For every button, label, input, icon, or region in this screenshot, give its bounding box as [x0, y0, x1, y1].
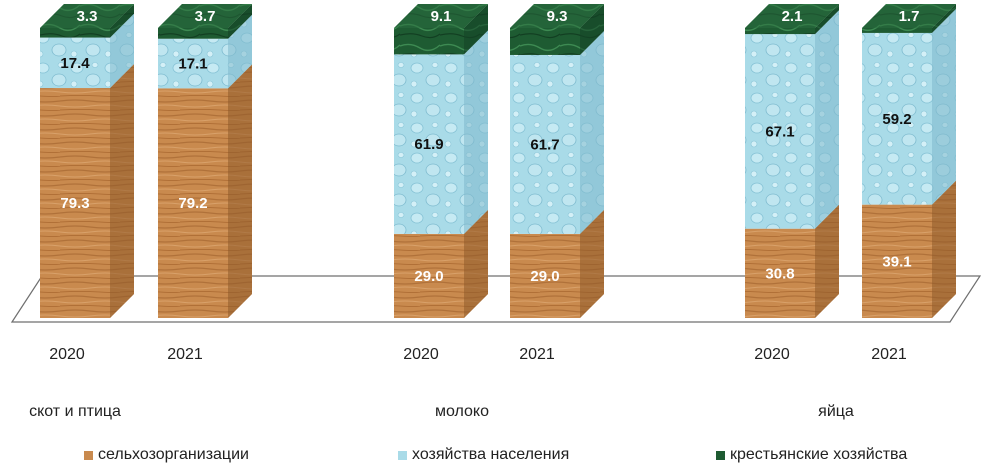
- bar-segment-side-texture: [932, 4, 956, 33]
- bar-segment-front: [510, 233, 580, 318]
- data-label: 59.2: [882, 111, 911, 128]
- bar-segment-side-texture: [228, 4, 252, 39]
- bar-segment-front: [745, 28, 815, 35]
- bar-segment-front: [158, 28, 228, 39]
- bar-segment-front: [40, 88, 110, 318]
- bar-segment-side-texture: [815, 10, 839, 229]
- stacked-bar: 39.1 59.2 1.7: [862, 4, 956, 318]
- data-label: 17.4: [60, 55, 90, 72]
- bar-segment-front: [745, 34, 815, 229]
- stacked-bar: 79.2 17.1 3.7: [158, 4, 252, 318]
- bar-top-face-texture: [40, 4, 134, 28]
- legend-swatch: [716, 450, 725, 460]
- legend-label: хозяйства населения: [412, 446, 570, 463]
- data-label: 67.1: [765, 123, 794, 140]
- bar-segment-front: [158, 88, 228, 318]
- data-label: 61.9: [414, 136, 443, 153]
- bar-segment-side-texture: [932, 180, 956, 318]
- data-label: 61.7: [530, 136, 559, 153]
- bar-segment-side-texture: [932, 8, 956, 205]
- data-label: 9.1: [431, 8, 452, 25]
- bar-segment-side-texture: [464, 4, 488, 55]
- x-tick-label: 2020: [403, 346, 439, 363]
- bar-segment-front: [862, 28, 932, 33]
- bar-segment-side-texture: [110, 4, 134, 38]
- bar-segment-front: [40, 28, 110, 38]
- bar-segment-front: [745, 228, 815, 318]
- bar-top-face-texture: [745, 4, 839, 28]
- stacked-bar: 79.3 17.4 3.3: [40, 4, 134, 318]
- data-label: 3.3: [77, 8, 98, 25]
- data-label: 39.1: [882, 253, 911, 270]
- legend-label: крестьянские хозяйства: [730, 446, 908, 463]
- data-label: 9.3: [547, 8, 568, 25]
- stacked-bar-chart: 79.3 17.4 3.3 79.2 17.1 3.7 29.0 61.9 9.1 29.0 61.…: [10, 4, 982, 420]
- x-tick-label: 2020: [49, 346, 85, 363]
- category-label: молоко: [435, 403, 489, 420]
- category-label: яйца: [818, 403, 854, 420]
- legend-item: крестьянские хозяйства: [716, 446, 907, 464]
- legend-item: сельхозорганизации: [84, 446, 249, 464]
- bar-segment-side-texture: [228, 14, 252, 89]
- bar-segment-side-texture: [580, 30, 604, 234]
- x-tick-label: 2020: [754, 346, 790, 363]
- bar-segment-front: [40, 37, 110, 89]
- bar-segment-front: [394, 28, 464, 55]
- stacked-bar: 29.0 61.7 9.3: [510, 4, 604, 318]
- data-label: 1.7: [899, 8, 920, 25]
- legend-item: хозяйства населения: [398, 446, 569, 464]
- legend-swatch: [84, 450, 93, 460]
- legend: сельхозорганизации хозяйства населения кре…: [0, 446, 991, 468]
- legend-label: сельхозорганизации: [98, 446, 249, 463]
- bar-top-face-texture: [158, 4, 252, 28]
- bar-segment-side-texture: [815, 4, 839, 35]
- bar-segment-front: [394, 54, 464, 234]
- category-label: скот и птица: [29, 403, 121, 420]
- bar-segment-front: [510, 54, 580, 234]
- bar-top-face-texture: [862, 4, 956, 28]
- bar-top-face-texture: [394, 4, 488, 28]
- data-label: 30.8: [765, 265, 794, 282]
- bar-segment-side-texture: [580, 209, 604, 318]
- bar-top-face-texture: [510, 4, 604, 28]
- data-label: 2.1: [782, 8, 803, 25]
- bar-segment-side-texture: [110, 13, 134, 89]
- bar-segment-side-texture: [464, 209, 488, 318]
- data-label: 29.0: [414, 268, 443, 285]
- bar-segment-front: [158, 38, 228, 89]
- bar-segment-front: [862, 32, 932, 205]
- stacked-bar: 29.0 61.9 9.1: [394, 4, 488, 318]
- bar-segment-side-texture: [228, 64, 252, 318]
- x-tick-label: 2021: [167, 346, 203, 363]
- data-label: 79.2: [178, 195, 207, 212]
- bar-segment-side-texture: [580, 4, 604, 55]
- legend-swatch: [398, 450, 407, 460]
- bar-segment-side-texture: [815, 204, 839, 318]
- stacked-bar: 30.8 67.1 2.1: [745, 4, 839, 318]
- x-tick-label: 2021: [519, 346, 555, 363]
- data-label: 3.7: [195, 8, 216, 25]
- bar-segment-front: [394, 233, 464, 318]
- x-tick-label: 2021: [871, 346, 907, 363]
- data-label: 17.1: [178, 56, 207, 73]
- bar-segment-front: [862, 204, 932, 318]
- data-label: 79.3: [60, 195, 89, 212]
- floor-plane: [10, 275, 982, 323]
- bar-segment-side-texture: [464, 30, 488, 234]
- data-label: 29.0: [530, 268, 559, 285]
- bar-segment-side-texture: [110, 64, 134, 318]
- bar-segment-front: [510, 28, 580, 55]
